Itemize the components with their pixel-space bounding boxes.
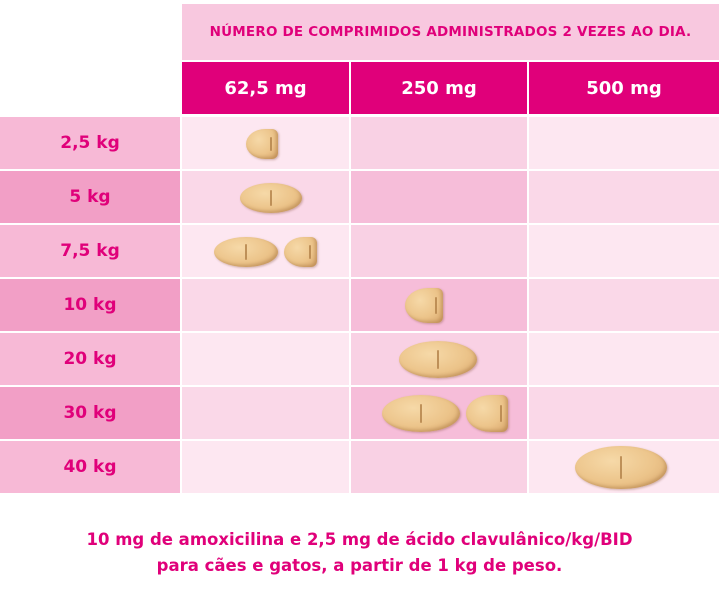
dose-cell <box>529 279 719 331</box>
dose-cell <box>529 225 719 277</box>
full-tablet-icon <box>382 395 460 432</box>
weight-label: 30 kg <box>0 387 180 439</box>
dose-cell <box>182 387 349 439</box>
half-tablet-icon <box>284 237 317 267</box>
table-title: NÚMERO DE COMPRIMIDOS ADMINISTRADOS 2 VE… <box>182 4 719 60</box>
column-header-250mg: 250 mg <box>351 62 527 114</box>
column-header-500mg: 500 mg <box>529 62 719 114</box>
half-tablet-icon <box>246 129 278 159</box>
dose-cell <box>182 225 349 277</box>
full-tablet-icon <box>575 446 667 489</box>
dose-cell <box>182 441 349 493</box>
table-row: 5 kg <box>0 171 719 223</box>
column-header-62-5mg: 62,5 mg <box>182 62 349 114</box>
table-row: 7,5 kg <box>0 225 719 277</box>
half-tablet-icon <box>405 288 443 323</box>
table-row: 10 kg <box>0 279 719 331</box>
weight-label: 40 kg <box>0 441 180 493</box>
full-tablet-icon <box>240 183 302 213</box>
dose-cell <box>351 387 527 439</box>
dose-cell <box>182 279 349 331</box>
weight-label: 20 kg <box>0 333 180 385</box>
table-row: 20 kg <box>0 333 719 385</box>
weight-label: 7,5 kg <box>0 225 180 277</box>
table-row: 2,5 kg <box>0 117 719 169</box>
full-tablet-icon <box>399 341 477 378</box>
full-tablet-icon <box>214 237 278 267</box>
dose-cell <box>529 171 719 223</box>
weight-label: 10 kg <box>0 279 180 331</box>
dosage-note-line1: 10 mg de amoxicilina e 2,5 mg de ácido c… <box>86 530 633 549</box>
dose-cell <box>529 333 719 385</box>
dose-cell <box>529 387 719 439</box>
dose-cell <box>351 333 527 385</box>
half-tablet-icon <box>466 395 508 432</box>
dose-cell <box>529 117 719 169</box>
dose-cell <box>182 333 349 385</box>
dose-cell <box>351 117 527 169</box>
dose-cell <box>182 171 349 223</box>
weight-label: 5 kg <box>0 171 180 223</box>
table-row: 30 kg <box>0 387 719 439</box>
dose-cell <box>351 171 527 223</box>
dose-cell <box>351 441 527 493</box>
weight-label: 2,5 kg <box>0 117 180 169</box>
dose-cell <box>351 225 527 277</box>
dose-cell <box>182 117 349 169</box>
dose-cell <box>529 441 719 493</box>
dosage-note-line2: para cães e gatos, a partir de 1 kg de p… <box>156 556 563 575</box>
table-row: 40 kg <box>0 441 719 493</box>
dose-cell <box>351 279 527 331</box>
